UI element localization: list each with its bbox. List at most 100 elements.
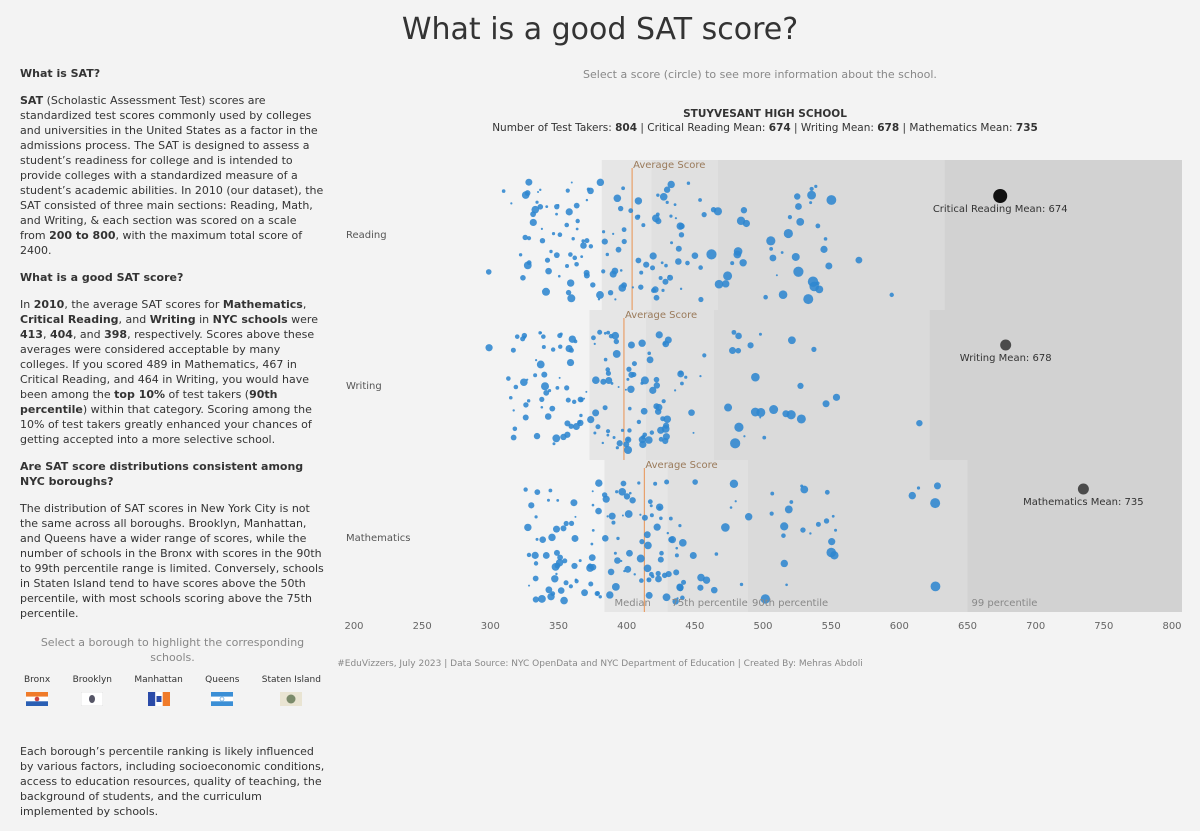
school-point[interactable] bbox=[555, 386, 560, 390]
school-point[interactable] bbox=[800, 485, 809, 494]
school-point[interactable] bbox=[795, 203, 802, 210]
school-point[interactable] bbox=[662, 593, 671, 602]
school-point[interactable] bbox=[796, 217, 805, 226]
school-point[interactable] bbox=[636, 554, 645, 563]
school-point[interactable] bbox=[551, 575, 559, 583]
school-point[interactable] bbox=[548, 533, 556, 542]
school-point[interactable] bbox=[655, 575, 662, 583]
school-point[interactable] bbox=[522, 414, 529, 421]
school-point[interactable] bbox=[558, 376, 561, 379]
school-point[interactable] bbox=[639, 578, 644, 583]
school-point[interactable] bbox=[685, 260, 690, 266]
school-point[interactable] bbox=[524, 190, 531, 196]
school-point[interactable] bbox=[574, 515, 577, 518]
school-point[interactable] bbox=[593, 342, 596, 346]
school-point[interactable] bbox=[601, 269, 606, 274]
school-point[interactable] bbox=[784, 505, 793, 514]
school-point[interactable] bbox=[526, 399, 531, 403]
school-point[interactable] bbox=[823, 237, 828, 241]
school-point[interactable] bbox=[830, 551, 839, 560]
school-point[interactable] bbox=[750, 407, 760, 417]
school-point[interactable] bbox=[794, 193, 801, 200]
school-point[interactable] bbox=[617, 205, 624, 212]
school-point[interactable] bbox=[534, 489, 541, 496]
school-point[interactable] bbox=[649, 513, 654, 518]
school-point[interactable] bbox=[584, 238, 590, 244]
school-point[interactable] bbox=[523, 487, 528, 492]
school-point[interactable] bbox=[807, 190, 816, 200]
selected-school-point[interactable] bbox=[1000, 339, 1012, 351]
school-point[interactable] bbox=[606, 330, 611, 335]
school-point[interactable] bbox=[751, 372, 760, 382]
school-point[interactable] bbox=[613, 338, 620, 345]
school-point[interactable] bbox=[541, 287, 550, 296]
school-point[interactable] bbox=[701, 212, 707, 218]
school-point[interactable] bbox=[699, 375, 702, 378]
school-point[interactable] bbox=[583, 269, 590, 276]
school-point[interactable] bbox=[613, 551, 617, 555]
school-point[interactable] bbox=[523, 261, 532, 270]
school-point[interactable] bbox=[603, 331, 607, 335]
school-point[interactable] bbox=[550, 347, 556, 352]
school-point[interactable] bbox=[536, 360, 545, 369]
school-point[interactable] bbox=[557, 554, 563, 561]
school-point[interactable] bbox=[525, 178, 533, 186]
school-point[interactable] bbox=[580, 255, 584, 259]
school-point[interactable] bbox=[649, 386, 657, 394]
school-point[interactable] bbox=[657, 506, 662, 510]
school-point[interactable] bbox=[674, 217, 678, 220]
school-point[interactable] bbox=[760, 594, 771, 604]
school-point[interactable] bbox=[639, 513, 642, 516]
school-point[interactable] bbox=[540, 227, 543, 230]
school-point[interactable] bbox=[803, 294, 814, 305]
school-point[interactable] bbox=[619, 269, 623, 272]
school-point[interactable] bbox=[539, 536, 547, 544]
school-point[interactable] bbox=[518, 253, 523, 257]
school-point[interactable] bbox=[626, 549, 633, 557]
school-point[interactable] bbox=[678, 370, 683, 375]
school-point[interactable] bbox=[657, 556, 664, 563]
school-point[interactable] bbox=[601, 535, 609, 542]
school-point[interactable] bbox=[611, 520, 616, 525]
school-point[interactable] bbox=[637, 481, 641, 485]
school-point[interactable] bbox=[572, 423, 580, 431]
school-point[interactable] bbox=[667, 274, 674, 281]
school-point[interactable] bbox=[658, 436, 664, 442]
school-point[interactable] bbox=[692, 479, 698, 485]
school-point[interactable] bbox=[508, 395, 513, 400]
school-point[interactable] bbox=[661, 288, 665, 292]
school-point[interactable] bbox=[759, 416, 762, 419]
school-point[interactable] bbox=[531, 205, 540, 214]
school-point[interactable] bbox=[615, 490, 619, 494]
school-point[interactable] bbox=[815, 223, 821, 229]
school-point[interactable] bbox=[676, 222, 684, 230]
school-point[interactable] bbox=[744, 513, 753, 521]
school-point[interactable] bbox=[528, 584, 531, 587]
school-point[interactable] bbox=[624, 388, 627, 391]
school-point[interactable] bbox=[653, 294, 660, 301]
school-point[interactable] bbox=[933, 482, 941, 490]
school-point[interactable] bbox=[528, 502, 535, 509]
school-point[interactable] bbox=[602, 495, 610, 503]
school-point[interactable] bbox=[575, 218, 580, 224]
school-point[interactable] bbox=[629, 497, 636, 504]
school-point[interactable] bbox=[641, 223, 646, 228]
school-point[interactable] bbox=[562, 558, 568, 564]
school-point[interactable] bbox=[649, 252, 657, 260]
school-point[interactable] bbox=[820, 245, 828, 253]
school-point[interactable] bbox=[653, 376, 660, 383]
school-point[interactable] bbox=[739, 582, 744, 587]
school-point[interactable] bbox=[675, 245, 682, 252]
school-point[interactable] bbox=[644, 541, 652, 550]
school-point[interactable] bbox=[634, 197, 643, 205]
school-point[interactable] bbox=[565, 345, 573, 353]
school-point[interactable] bbox=[645, 591, 653, 599]
school-point[interactable] bbox=[560, 596, 568, 605]
school-point[interactable] bbox=[542, 552, 550, 559]
school-point[interactable] bbox=[541, 382, 550, 391]
school-point[interactable] bbox=[678, 524, 682, 528]
school-point[interactable] bbox=[611, 331, 620, 340]
school-point[interactable] bbox=[675, 546, 679, 550]
school-point[interactable] bbox=[555, 212, 558, 216]
school-point[interactable] bbox=[811, 346, 817, 352]
